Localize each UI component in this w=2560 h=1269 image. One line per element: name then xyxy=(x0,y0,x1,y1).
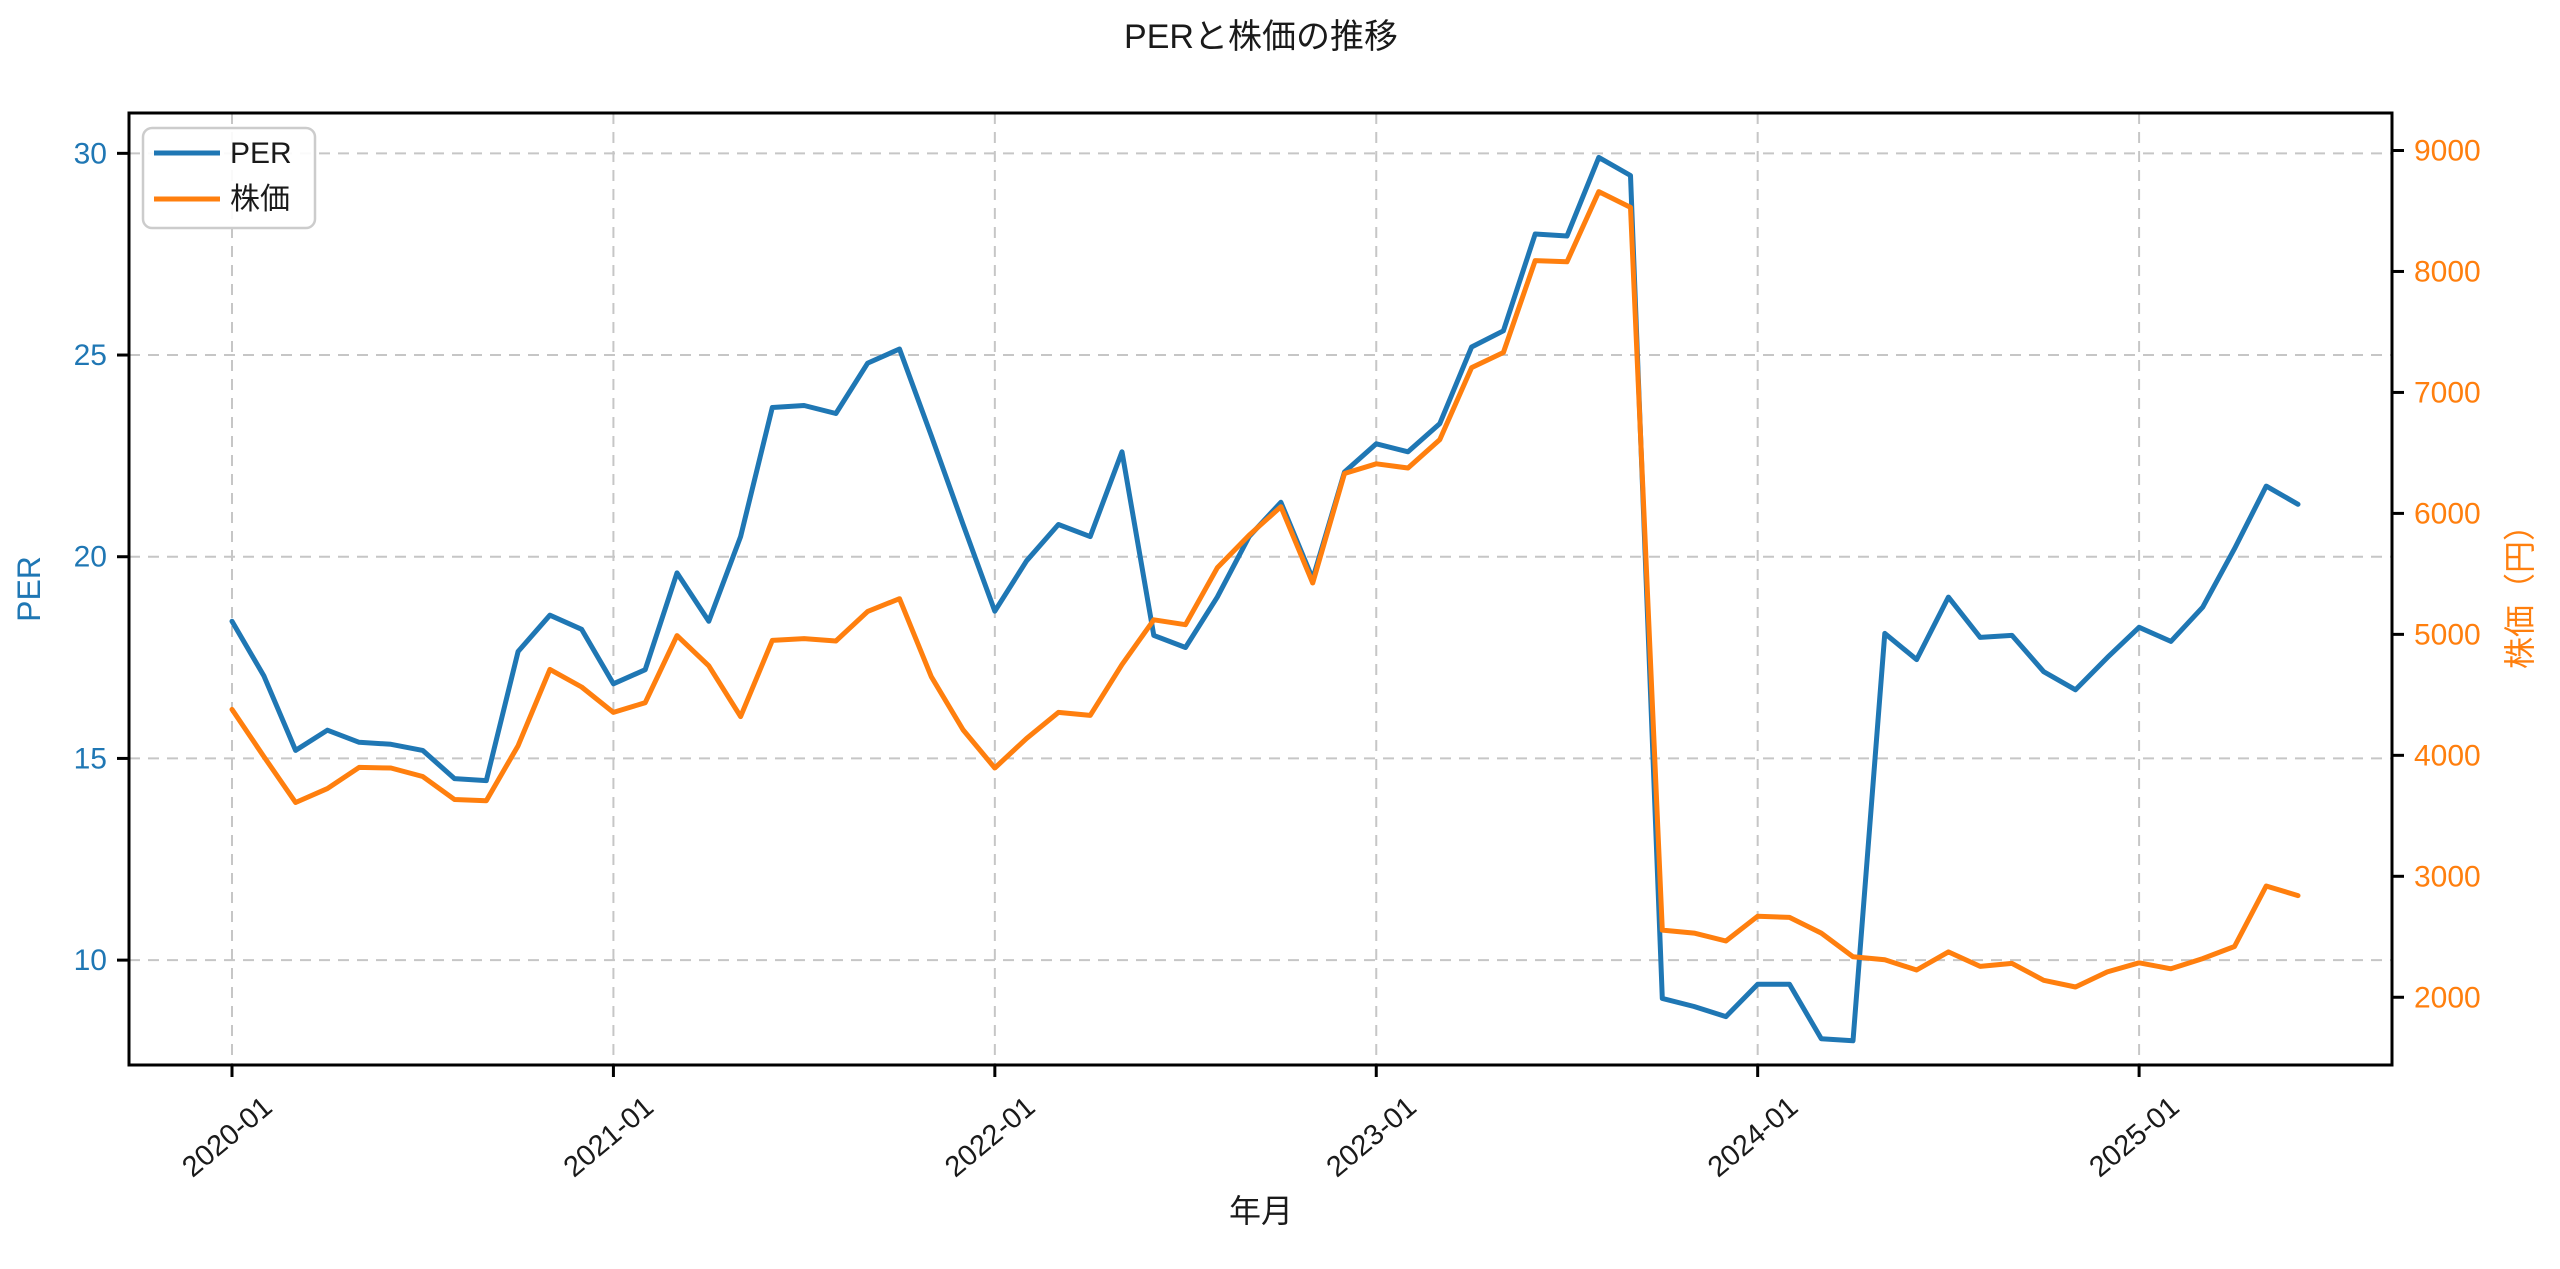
y-right-tick-label: 8000 xyxy=(2414,255,2481,288)
y-right-tick-label: 6000 xyxy=(2414,497,2481,530)
legend-label-kabuka: 株価 xyxy=(230,183,290,216)
axis-ticks: 2020-01 2021-01 2022-01 2023-01 2024-01 2025-… xyxy=(74,134,2481,1183)
x-tick-label: 2020-01 xyxy=(176,1091,278,1184)
x-tick-label: 2025-01 xyxy=(2083,1091,2185,1184)
legend: PER 株価 xyxy=(141,126,317,230)
series-line-株価 xyxy=(229,189,2301,990)
x-tick-label: 2021-01 xyxy=(558,1091,660,1184)
x-tick-label: 2022-01 xyxy=(939,1091,1041,1184)
y-right-tick-label: 5000 xyxy=(2414,618,2481,651)
y-left-tick-label: 10 xyxy=(74,944,107,977)
y-right-tick-label: 9000 xyxy=(2414,134,2481,167)
chart-title: PERと株価の推移 xyxy=(1124,18,1398,56)
x-axis-label: 年月 xyxy=(1229,1193,1293,1229)
y-left-tick-label: 15 xyxy=(74,742,107,775)
axes-spines xyxy=(127,111,2394,1067)
y-right-tick-label: 3000 xyxy=(2414,860,2481,893)
x-tick-label: 2023-01 xyxy=(1321,1091,1423,1184)
legend-label-per: PER xyxy=(230,137,292,170)
y-right-tick-label: 7000 xyxy=(2414,376,2481,409)
x-tick-label: 2024-01 xyxy=(1702,1091,1804,1184)
plot-border xyxy=(127,111,2394,1067)
y-right-tick-label: 4000 xyxy=(2414,739,2481,772)
y-left-tick-label: 20 xyxy=(74,541,107,574)
grid-lines xyxy=(129,113,2392,1065)
series-line-PER xyxy=(229,154,2301,1044)
data-series xyxy=(229,154,2301,1044)
y-left-tick-label: 25 xyxy=(74,339,107,372)
y-axis-left-label: PER xyxy=(11,556,47,622)
y-axis-right-label: 株価（円） xyxy=(2502,509,2538,669)
y-left-tick-label: 30 xyxy=(74,137,107,170)
y-right-tick-label: 2000 xyxy=(2414,981,2481,1014)
